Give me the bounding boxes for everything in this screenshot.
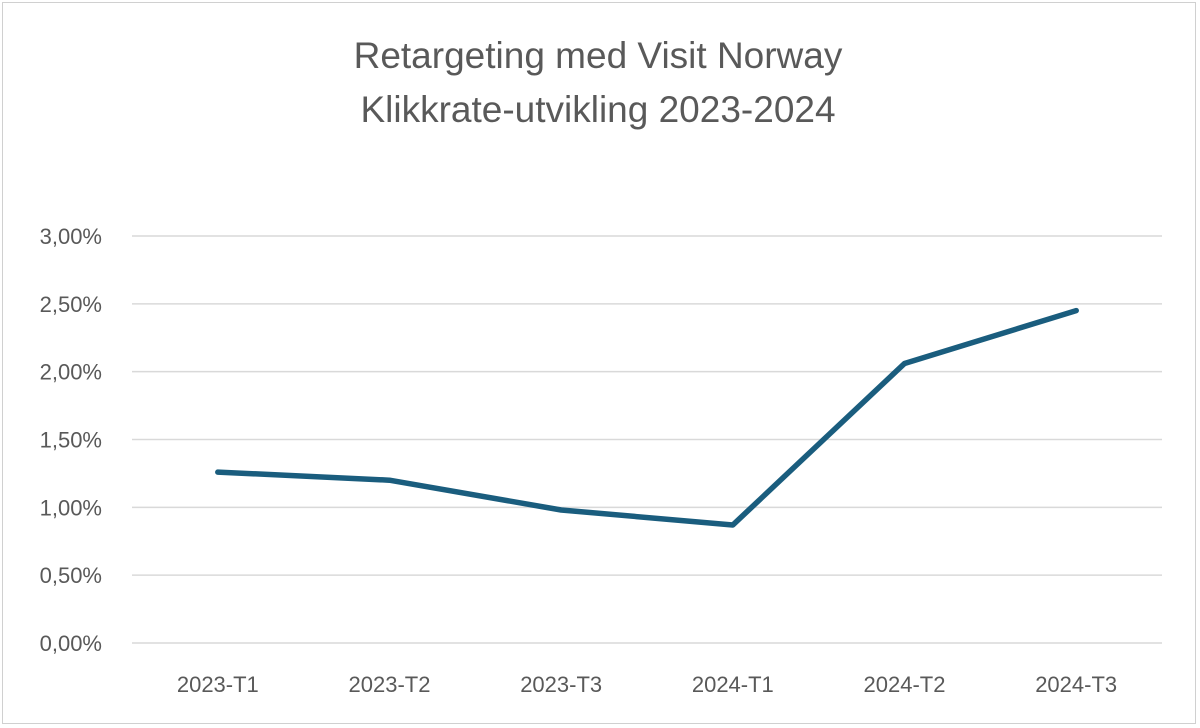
- chart-title-line-1: Retargeting med Visit Norway: [354, 35, 843, 76]
- y-axis-labels: 0,00% 0,50% 1,00% 1,50% 2,00% 2,50% 3,00%: [40, 224, 102, 656]
- x-tick-label: 2024-T1: [692, 672, 774, 697]
- y-tick-label: 1,00%: [40, 495, 102, 520]
- x-axis-labels: 2023-T1 2023-T2 2023-T3 2024-T1 2024-T2 2024-…: [177, 672, 1117, 697]
- chart-title: Retargeting med Visit Norway Klikkrate-u…: [354, 35, 843, 130]
- chart-title-line-2: Klikkrate-utvikling 2023-2024: [360, 89, 835, 130]
- x-tick-label: 2024-T3: [1035, 672, 1117, 697]
- y-tick-label: 3,00%: [40, 224, 102, 249]
- series: [215, 307, 1079, 528]
- y-tick-label: 0,00%: [40, 631, 102, 656]
- x-tick-label: 2023-T3: [520, 672, 602, 697]
- series-line: [215, 307, 1079, 528]
- x-tick-label: 2023-T2: [349, 672, 431, 697]
- y-tick-label: 2,50%: [40, 292, 102, 317]
- y-tick-label: 1,50%: [40, 428, 102, 453]
- x-tick-label: 2024-T2: [864, 672, 946, 697]
- y-tick-label: 2,00%: [40, 360, 102, 385]
- x-tick-label: 2023-T1: [177, 672, 259, 697]
- gridlines: [132, 235, 1162, 644]
- y-tick-label: 0,50%: [40, 563, 102, 588]
